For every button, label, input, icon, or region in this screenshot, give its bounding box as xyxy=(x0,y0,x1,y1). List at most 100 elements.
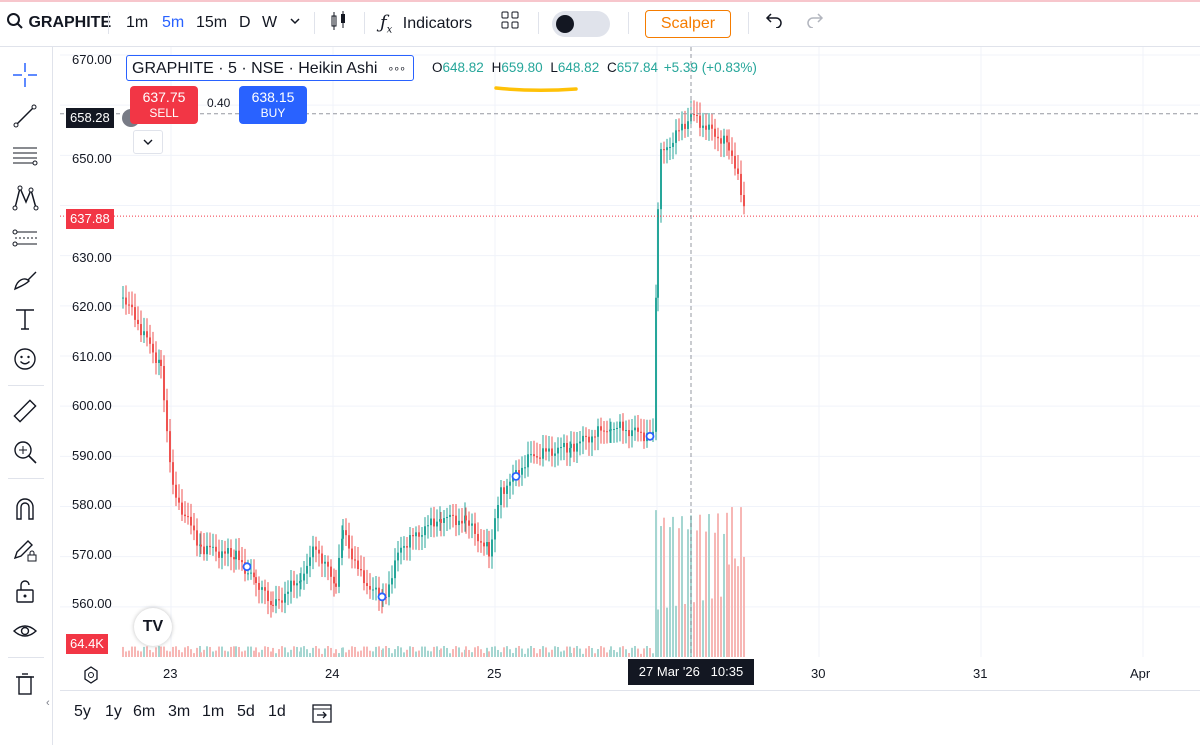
candle-body xyxy=(436,521,438,527)
volume-bar xyxy=(290,649,292,657)
magnet-tool[interactable] xyxy=(9,493,41,525)
volume-bar xyxy=(140,651,142,657)
goto-date-button[interactable] xyxy=(310,701,334,730)
volume-bar xyxy=(625,649,627,657)
candle-body xyxy=(705,125,707,130)
range-5y[interactable]: 5y xyxy=(74,703,91,720)
candle-body xyxy=(131,304,133,308)
volume-bar xyxy=(169,651,171,657)
candle-body xyxy=(330,566,332,577)
interval-d[interactable]: D xyxy=(239,14,251,31)
volume-bar xyxy=(515,647,517,657)
fib-tool[interactable] xyxy=(9,140,41,172)
candle-body xyxy=(570,443,572,448)
change-value: +5.39 (+0.83%) xyxy=(663,60,757,75)
grid-icon xyxy=(501,11,519,29)
candle-body xyxy=(494,518,496,540)
range-1y[interactable]: 1y xyxy=(105,703,122,720)
volume-bar xyxy=(397,646,399,657)
hide-drawings-tool[interactable] xyxy=(9,615,41,647)
lock-drawings-tool[interactable] xyxy=(9,534,41,566)
symbol-search[interactable]: GRAPHITE xyxy=(6,10,111,36)
volume-bar xyxy=(128,650,130,657)
volume-bar xyxy=(518,646,520,657)
candle-body xyxy=(669,146,671,148)
scalper-button[interactable]: Scalper xyxy=(645,10,731,38)
candle-body xyxy=(506,485,508,494)
price-chart[interactable] xyxy=(60,47,1200,657)
pattern-tool[interactable] xyxy=(9,182,41,214)
indicators-button[interactable]: ƒx Indicators xyxy=(380,10,472,36)
candle-body xyxy=(253,572,255,578)
time-scale-settings[interactable] xyxy=(82,666,100,684)
emoji-tool[interactable] xyxy=(9,343,41,375)
candle-body xyxy=(699,115,701,128)
interval-w[interactable]: W xyxy=(262,14,278,31)
calendar-goto-icon xyxy=(312,704,332,723)
candle-body xyxy=(631,430,633,437)
volume-bar xyxy=(527,648,529,657)
tradingview-logo[interactable]: TV xyxy=(134,608,172,646)
interval-15m[interactable]: 15m xyxy=(196,14,228,31)
volume-bar xyxy=(705,531,707,657)
volume-bar xyxy=(569,646,571,657)
volume-bar xyxy=(446,647,448,657)
range-3m[interactable]: 3m xyxy=(168,703,191,720)
candle-body xyxy=(465,515,467,521)
candle-body xyxy=(588,436,590,443)
measure-tool[interactable] xyxy=(9,395,41,427)
volume-bar xyxy=(309,653,311,657)
interval-5m[interactable]: 5m xyxy=(162,14,185,31)
candle-body xyxy=(518,470,520,475)
interval-dropdown[interactable] xyxy=(289,10,301,36)
volume-bar xyxy=(137,650,139,657)
signal-marker xyxy=(511,471,521,481)
layouts-button[interactable] xyxy=(500,10,520,36)
price-label-560: 560.00 xyxy=(72,596,112,611)
volume-bar xyxy=(281,646,283,657)
text-tool[interactable] xyxy=(9,303,41,335)
range-5d[interactable]: 5d xyxy=(237,703,255,720)
legend-more-button[interactable]: ∘∘∘ xyxy=(387,63,406,75)
range-1m[interactable]: 1m xyxy=(202,703,225,720)
sell-button[interactable]: 637.75 SELL xyxy=(130,86,198,124)
candle-body xyxy=(600,426,602,431)
redo-button[interactable] xyxy=(806,10,824,36)
forecast-tool[interactable] xyxy=(9,222,41,254)
trade-expand-button[interactable] xyxy=(133,130,163,154)
remove-drawings-tool[interactable] xyxy=(9,668,41,700)
interval-1m[interactable]: 1m xyxy=(126,14,149,31)
candle-body xyxy=(483,542,485,547)
buy-button[interactable]: 638.15 BUY xyxy=(239,86,307,124)
volume-bar xyxy=(726,512,728,657)
candle-body xyxy=(576,443,578,452)
candle-body xyxy=(412,535,414,537)
volume-bar xyxy=(351,646,353,657)
trendline-tool[interactable] xyxy=(9,100,41,132)
range-1d[interactable]: 1d xyxy=(268,703,286,720)
candle-body xyxy=(461,520,463,524)
lock-all-tool[interactable] xyxy=(9,575,41,607)
candle-body xyxy=(446,516,448,519)
candle-body xyxy=(655,297,657,432)
collapse-toolbar-handle[interactable]: ‹ xyxy=(46,697,50,709)
candle-body xyxy=(299,580,301,584)
candle-body xyxy=(430,518,432,526)
brush-tool[interactable] xyxy=(9,263,41,295)
volume-bar xyxy=(215,650,217,657)
candle-body xyxy=(455,515,457,526)
candle-body xyxy=(421,535,423,537)
symbol-legend[interactable]: GRAPHITE · 5 · NSE · Heikin Ashi ∘∘∘ xyxy=(126,55,414,81)
volume-bar xyxy=(315,646,317,657)
range-6m[interactable]: 6m xyxy=(133,703,156,720)
zoom-tool[interactable] xyxy=(9,436,41,468)
volume-bar xyxy=(483,653,485,657)
crosshair-tool[interactable] xyxy=(9,59,41,91)
time-label-25: 25 xyxy=(487,666,502,681)
chart-type-button[interactable] xyxy=(328,10,350,36)
volume-bar xyxy=(284,647,286,657)
open-value: 648.82 xyxy=(442,60,484,75)
undo-button[interactable] xyxy=(765,10,783,36)
volume-bar xyxy=(378,646,380,657)
theme-toggle[interactable] xyxy=(552,11,610,37)
